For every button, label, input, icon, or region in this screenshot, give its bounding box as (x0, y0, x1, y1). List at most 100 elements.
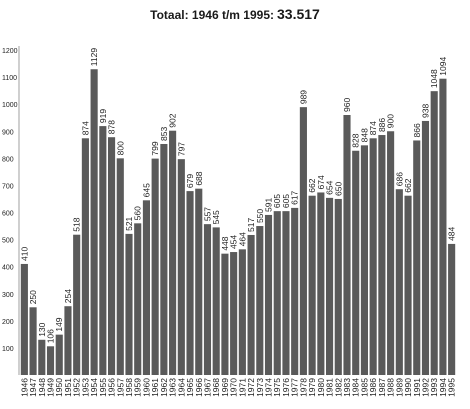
x-tick-label: 1966 (194, 378, 204, 397)
bar (264, 214, 273, 375)
x-tick-label: 1967 (202, 378, 212, 397)
bar (404, 195, 412, 375)
y-tick-label: 700 (2, 183, 14, 190)
bar-value-label: 960 (342, 98, 352, 112)
bar-value-label: 557 (202, 207, 212, 221)
x-tick-label: 1971 (237, 378, 247, 397)
bar (421, 120, 430, 375)
bar-value-label: 617 (290, 190, 300, 204)
x-tick-label: 1977 (290, 378, 300, 397)
bar-value-label: 605 (272, 194, 282, 208)
x-tick-label: 1960 (141, 378, 151, 397)
x-tick-label: 1979 (307, 378, 317, 397)
x-tick-label: 1992 (420, 378, 430, 397)
bar (282, 211, 290, 375)
x-tick-label: 1969 (220, 378, 230, 397)
bar (221, 253, 229, 375)
bar (169, 130, 177, 375)
bar (186, 191, 194, 375)
bar (151, 158, 159, 375)
bar-value-label: 410 (19, 247, 29, 261)
x-tick-label: 1957 (115, 378, 125, 397)
bar (291, 207, 299, 375)
bar-value-label: 1048 (429, 69, 439, 88)
bar (448, 243, 456, 375)
bar-value-label: 650 (333, 182, 343, 196)
bar (38, 339, 46, 375)
x-tick-label: 1982 (333, 378, 343, 397)
bar (230, 252, 238, 375)
x-tick-label: 1990 (403, 378, 413, 397)
x-tick-label: 1962 (159, 378, 169, 397)
bar (108, 137, 116, 375)
bar-value-label: 521 (124, 216, 134, 230)
x-tick-label: 1955 (98, 378, 108, 397)
x-tick-label: 1958 (124, 378, 134, 397)
bar-value-label: 254 (63, 289, 73, 303)
bar-value-label: 464 (237, 232, 247, 246)
y-tick-label: 200 (2, 319, 14, 326)
y-tick-label: 600 (2, 211, 14, 218)
x-tick-label: 1950 (54, 378, 64, 397)
x-tick-label: 1976 (281, 378, 291, 397)
y-tick-label: 1000 (2, 102, 18, 109)
x-tick-label: 1961 (150, 378, 160, 397)
x-tick-label: 1988 (386, 378, 396, 397)
bar-value-label: 848 (359, 128, 369, 142)
bar-value-label: 1094 (438, 57, 448, 76)
bar-value-label: 674 (316, 175, 326, 189)
x-tick-label: 1952 (72, 378, 82, 397)
x-tick-label: 1980 (316, 378, 326, 397)
bar-value-label: 989 (298, 90, 308, 104)
x-tick-label: 1964 (176, 378, 186, 397)
bar (142, 200, 150, 375)
x-tick-label: 1974 (264, 378, 274, 397)
bar-value-label: 130 (37, 322, 47, 336)
bar-value-label: 662 (403, 178, 413, 192)
x-tick-label: 1970 (229, 378, 239, 397)
bar-value-label: 518 (72, 217, 82, 231)
chart-title: Totaal: 1946 t/m 1995: 33.517 (0, 6, 470, 24)
x-tick-label: 1949 (46, 378, 56, 397)
bar-value-label: 886 (377, 118, 387, 132)
x-tick-label: 1948 (37, 378, 47, 397)
bar-value-label: 1129 (89, 48, 99, 67)
bar-value-label: 900 (386, 114, 396, 128)
bar (90, 69, 98, 376)
x-tick-label: 1986 (368, 378, 378, 397)
bar (273, 211, 281, 375)
bar-value-label: 902 (168, 113, 178, 127)
bar-value-label: 797 (176, 142, 186, 156)
bar (99, 126, 107, 376)
bar-value-label: 688 (194, 171, 204, 185)
bar-value-label: 799 (150, 141, 160, 155)
bar-value-label: 560 (133, 206, 143, 220)
bar-value-label: 454 (229, 235, 239, 249)
bar (203, 224, 212, 375)
bar (343, 115, 351, 375)
bar-value-label: 250 (28, 290, 38, 304)
x-tick-label: 1947 (28, 378, 38, 397)
x-tick-label: 1978 (298, 378, 308, 397)
y-tick-label: 1100 (2, 75, 17, 82)
x-tick-label: 1991 (412, 378, 422, 397)
y-tick-label: 300 (2, 292, 14, 299)
bar (247, 234, 255, 375)
y-tick-label: 1200 (2, 48, 18, 55)
bar-value-label: 800 (115, 141, 125, 155)
bar-value-label: 828 (351, 133, 361, 147)
bar-value-label: 591 (264, 197, 274, 211)
bar-value-label: 545 (211, 210, 221, 224)
x-tick-label: 1987 (377, 378, 387, 397)
y-tick-label: 500 (2, 238, 14, 245)
bar (81, 138, 89, 375)
x-tick-label: 1981 (325, 378, 335, 397)
bar (430, 91, 438, 376)
bar (195, 188, 203, 375)
bar (73, 234, 81, 375)
bar (439, 78, 447, 375)
bar (46, 346, 55, 375)
bar-value-label: 605 (281, 194, 291, 208)
bar-value-label: 938 (420, 104, 430, 118)
